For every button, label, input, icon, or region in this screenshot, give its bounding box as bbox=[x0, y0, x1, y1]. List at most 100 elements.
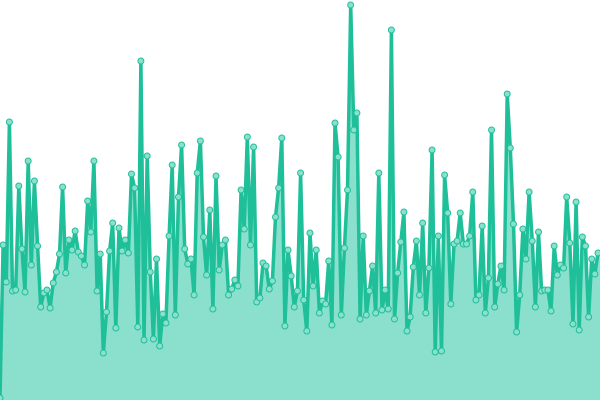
data-point bbox=[181, 245, 189, 253]
data-point bbox=[225, 291, 233, 299]
data-point bbox=[340, 244, 348, 252]
data-point bbox=[37, 303, 45, 311]
data-point bbox=[149, 335, 157, 343]
data-point bbox=[375, 169, 383, 177]
data-point bbox=[550, 242, 558, 250]
data-point bbox=[315, 309, 323, 317]
data-point bbox=[431, 348, 439, 356]
data-point bbox=[409, 263, 417, 271]
data-point bbox=[162, 319, 170, 327]
data-point bbox=[297, 169, 305, 177]
data-point bbox=[196, 137, 204, 145]
data-point bbox=[178, 141, 186, 149]
data-point bbox=[2, 278, 10, 286]
data-point bbox=[5, 118, 13, 126]
data-point bbox=[356, 315, 364, 323]
data-point bbox=[262, 262, 270, 270]
data-point bbox=[506, 144, 514, 152]
data-point bbox=[322, 300, 330, 308]
data-point bbox=[174, 193, 182, 201]
data-point bbox=[137, 57, 145, 65]
data-point bbox=[444, 209, 452, 217]
data-point bbox=[441, 171, 449, 179]
data-point bbox=[509, 220, 517, 228]
data-point bbox=[184, 260, 192, 268]
data-point bbox=[99, 349, 107, 357]
data-point bbox=[569, 320, 577, 328]
data-point bbox=[309, 282, 317, 290]
data-point bbox=[481, 309, 489, 317]
data-point bbox=[293, 287, 301, 295]
data-point bbox=[544, 286, 552, 294]
data-point bbox=[281, 322, 289, 330]
data-point bbox=[49, 279, 57, 287]
data-point bbox=[250, 143, 258, 151]
data-point bbox=[96, 250, 104, 258]
data-point bbox=[24, 157, 32, 165]
data-point bbox=[68, 246, 76, 254]
data-point bbox=[497, 262, 505, 270]
data-point bbox=[566, 239, 574, 247]
data-point bbox=[469, 188, 477, 196]
data-point bbox=[287, 272, 295, 280]
data-point bbox=[491, 303, 499, 311]
data-point bbox=[62, 269, 70, 277]
data-point bbox=[575, 326, 583, 334]
data-point bbox=[168, 161, 176, 169]
data-point bbox=[365, 287, 373, 295]
data-point bbox=[466, 232, 474, 240]
data-point bbox=[190, 291, 198, 299]
data-point bbox=[55, 250, 63, 258]
data-point bbox=[93, 287, 101, 295]
data-point bbox=[171, 311, 179, 319]
data-point bbox=[503, 90, 511, 98]
data-point bbox=[84, 197, 92, 205]
data-point bbox=[369, 262, 377, 270]
data-point bbox=[560, 264, 568, 272]
data-point bbox=[121, 236, 129, 244]
data-point bbox=[381, 286, 389, 294]
data-point bbox=[519, 225, 527, 233]
data-point bbox=[206, 206, 214, 214]
data-point bbox=[475, 291, 483, 299]
data-point bbox=[428, 146, 436, 154]
data-point bbox=[90, 157, 98, 165]
data-point bbox=[344, 186, 352, 194]
data-point bbox=[412, 237, 420, 245]
data-point bbox=[112, 324, 120, 332]
data-point bbox=[234, 282, 242, 290]
data-point bbox=[187, 255, 195, 263]
data-point bbox=[124, 249, 132, 257]
data-point bbox=[331, 119, 339, 127]
data-point bbox=[422, 309, 430, 317]
data-point bbox=[143, 152, 151, 160]
data-point bbox=[12, 286, 20, 294]
data-point bbox=[240, 225, 248, 233]
data-point bbox=[406, 313, 414, 321]
data-point bbox=[156, 342, 164, 350]
data-point bbox=[384, 305, 392, 313]
data-point bbox=[300, 296, 308, 304]
data-point bbox=[362, 311, 370, 319]
data-point bbox=[246, 241, 254, 249]
data-point bbox=[278, 134, 286, 142]
data-point bbox=[553, 271, 561, 279]
data-point bbox=[102, 308, 110, 316]
data-point bbox=[353, 109, 361, 117]
data-point bbox=[591, 270, 599, 278]
data-point bbox=[447, 300, 455, 308]
data-point bbox=[463, 240, 471, 248]
data-point bbox=[268, 277, 276, 285]
data-point bbox=[127, 170, 135, 178]
data-point bbox=[513, 328, 521, 336]
data-point bbox=[400, 208, 408, 216]
data-point bbox=[359, 232, 367, 240]
data-point bbox=[134, 323, 142, 331]
data-point bbox=[594, 249, 600, 257]
data-point bbox=[221, 236, 229, 244]
data-point bbox=[212, 172, 220, 180]
data-point bbox=[325, 257, 333, 265]
data-point bbox=[131, 184, 139, 192]
data-point bbox=[21, 288, 29, 296]
data-point bbox=[203, 271, 211, 279]
